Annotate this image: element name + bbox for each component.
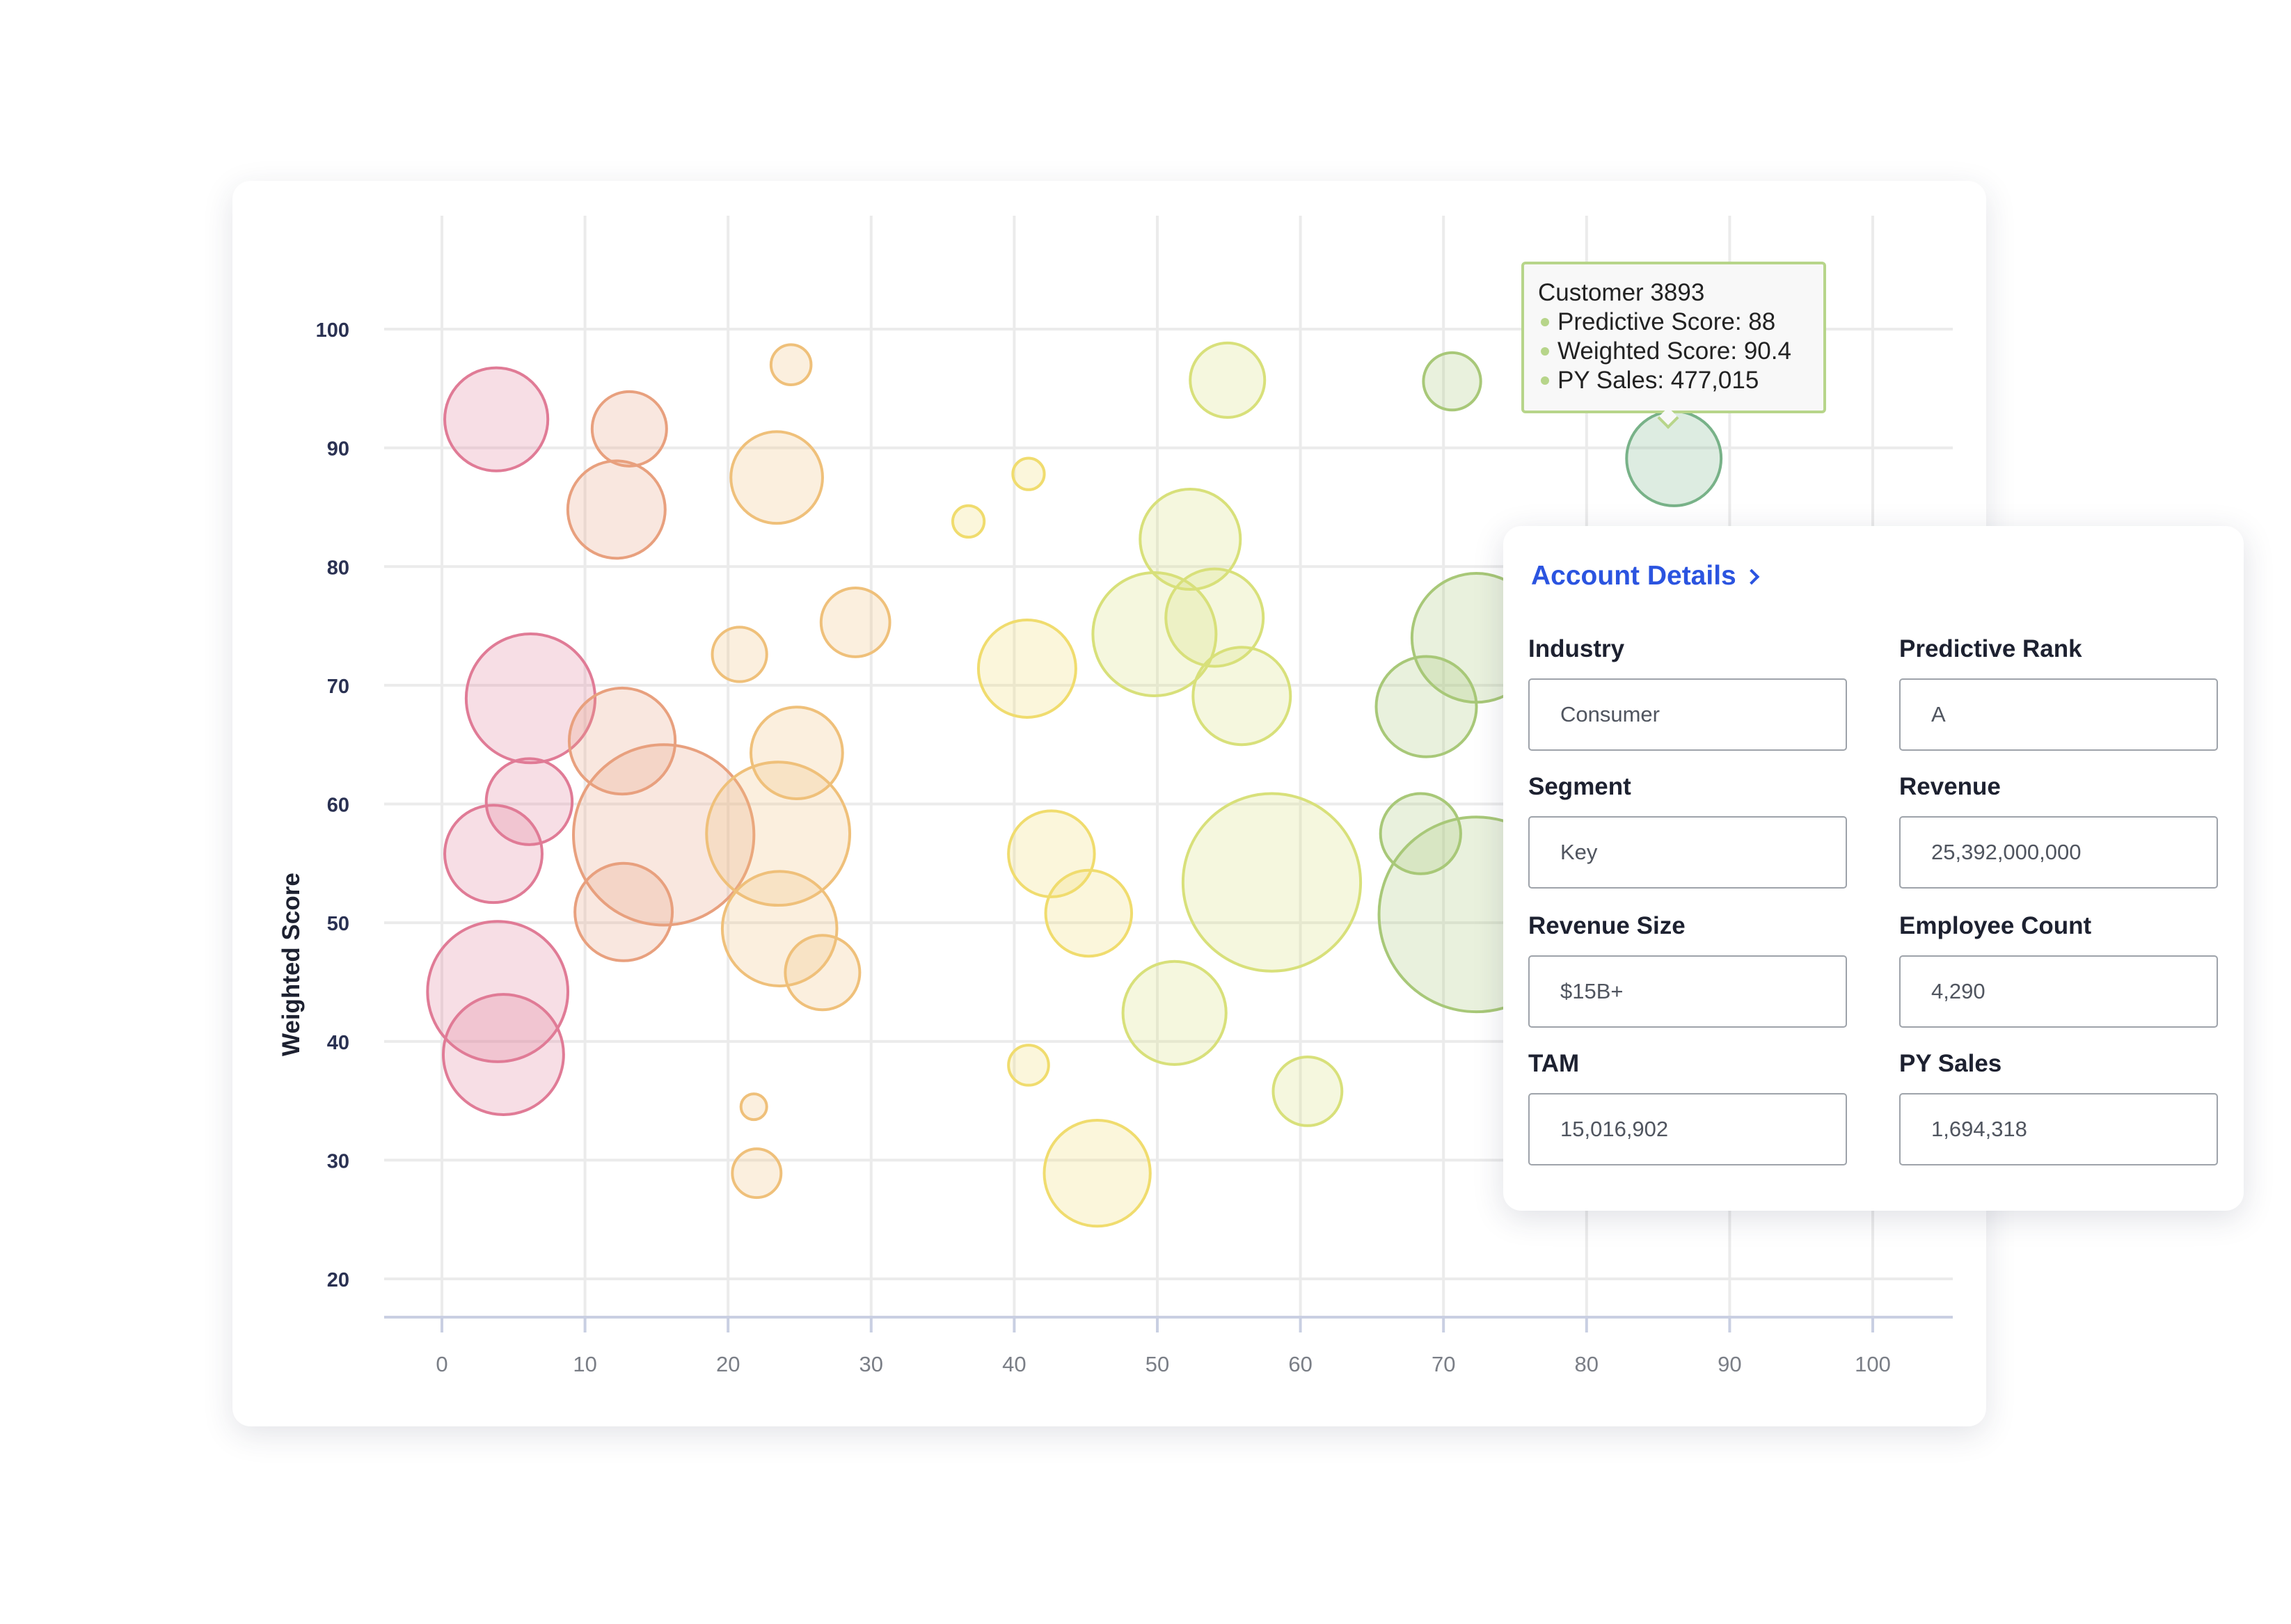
tooltip-title: Customer 3893 — [1538, 279, 1705, 306]
tam-field[interactable] — [1528, 1093, 1847, 1165]
bubble-point — [573, 861, 674, 962]
bubble-point — [1007, 809, 1096, 898]
industry-field[interactable] — [1528, 678, 1847, 751]
bullet-dot-icon — [1541, 318, 1549, 326]
bubble-point — [443, 366, 550, 472]
bullet-dot-icon — [1541, 376, 1549, 385]
bubble-point — [1091, 571, 1218, 698]
tooltip-row-predictive-score: Predictive Score: 88 — [1538, 308, 1823, 337]
x-tick-label: 40 — [1002, 1352, 1026, 1376]
bubble-point — [819, 587, 891, 658]
revenue-label: Revenue — [1899, 773, 2001, 800]
bubble-point — [729, 430, 824, 525]
bubble-point — [1422, 351, 1482, 412]
tooltip-py-sales: PY Sales: 477,015 — [1557, 367, 1759, 394]
y-tick-label: 30 — [327, 1150, 349, 1172]
segment-field-group: Segment — [1528, 773, 1847, 889]
tooltip-row-weighted-score: Weighted Score: 90.4 — [1538, 337, 1823, 366]
x-tick-label: 90 — [1718, 1352, 1741, 1376]
x-tick-label: 80 — [1575, 1352, 1599, 1376]
bubble-point — [731, 1147, 783, 1200]
chevron-right-icon — [1743, 568, 1760, 585]
employee-count-field-group: Employee Count — [1899, 912, 2218, 1028]
bubble-chart: 0 10 20 30 40 50 60 70 80 90 100 20 30 40 50 60 70 80 90 10… — [278, 216, 1953, 1376]
bubble-point — [567, 686, 677, 796]
py-sales-field-group: PY Sales — [1899, 1050, 2218, 1165]
bubble-point — [441, 993, 565, 1116]
bubble-point — [976, 619, 1077, 719]
bubble-point — [464, 632, 597, 765]
y-tick-label: 40 — [327, 1032, 349, 1054]
x-tick-label: 100 — [1855, 1352, 1891, 1376]
y-tick-label: 90 — [327, 438, 349, 461]
x-tick-label: 60 — [1288, 1352, 1312, 1376]
employee-count-label: Employee Count — [1899, 912, 2092, 939]
panel-title: Account Details — [1531, 561, 1736, 591]
y-tick-label: 80 — [327, 557, 349, 579]
y-tick-label: 60 — [327, 795, 349, 817]
bubble-point — [784, 934, 862, 1012]
industry-label: Industry — [1528, 635, 1625, 662]
bubble-point — [1271, 1056, 1344, 1127]
x-tick-label: 20 — [716, 1352, 740, 1376]
bubble-point — [1007, 1044, 1050, 1087]
bubble-point — [566, 459, 667, 560]
bubble-point — [769, 343, 813, 386]
tam-label: TAM — [1528, 1050, 1580, 1077]
y-axis-title: Weighted Score — [278, 873, 305, 1056]
bubble-point — [1181, 792, 1363, 973]
bubble-point — [1011, 456, 1046, 491]
bubble-point — [443, 804, 544, 905]
revenue-size-field-group: Revenue Size — [1528, 912, 1847, 1028]
bubble-point — [1043, 1118, 1152, 1228]
predictive-rank-field[interactable] — [1899, 678, 2218, 751]
segment-field[interactable] — [1528, 816, 1847, 889]
employee-count-field[interactable] — [1899, 955, 2218, 1028]
y-tick-label: 50 — [327, 913, 349, 935]
revenue-field[interactable] — [1899, 816, 2218, 889]
bubble-point — [711, 626, 768, 683]
bubble-point — [1191, 646, 1292, 747]
tooltip-row-py-sales: PY Sales: 477,015 — [1538, 366, 1823, 395]
customer-tooltip: Customer 3893 Predictive Score: 88 Weigh… — [1521, 262, 1826, 413]
tooltip-predictive-score: Predictive Score: 88 — [1557, 308, 1776, 335]
x-tick-label: 70 — [1432, 1352, 1455, 1376]
segment-label: Segment — [1528, 773, 1631, 800]
revenue-field-group: Revenue — [1899, 773, 2218, 889]
bubble-point — [1625, 410, 1723, 507]
bubble-point — [590, 390, 668, 468]
bubble-point — [720, 870, 839, 987]
py-sales-label: PY Sales — [1899, 1050, 2002, 1077]
bubble-point — [1189, 341, 1267, 419]
bubble-point — [1374, 655, 1478, 758]
x-tick-label: 10 — [573, 1352, 596, 1376]
bubble-point — [951, 504, 986, 539]
x-tick-label: 0 — [436, 1352, 447, 1376]
bubble-point — [484, 757, 574, 846]
x-tick-label: 30 — [859, 1352, 883, 1376]
bubble-point — [705, 761, 852, 907]
bubble-point — [1139, 487, 1242, 591]
predictive-rank-label: Predictive Rank — [1899, 635, 2082, 662]
bubble-point — [1164, 567, 1265, 668]
tooltip-weighted-score: Weighted Score: 90.4 — [1557, 337, 1791, 365]
account-details-link[interactable]: Account Details — [1531, 561, 1760, 591]
bubble-point — [572, 743, 756, 927]
industry-field-group: Industry — [1528, 635, 1847, 751]
y-tick-label: 100 — [316, 319, 349, 342]
bubble-point — [739, 1092, 768, 1122]
bubble-point — [1121, 960, 1228, 1066]
predictive-rank-field-group: Predictive Rank — [1899, 635, 2218, 751]
bullet-dot-icon — [1541, 347, 1549, 356]
revenue-size-label: Revenue Size — [1528, 912, 1686, 939]
tam-field-group: TAM — [1528, 1050, 1847, 1165]
bubble-point — [1044, 868, 1134, 958]
y-tick-label: 20 — [327, 1269, 349, 1291]
revenue-size-field[interactable] — [1528, 955, 1847, 1028]
y-tick-label: 70 — [327, 676, 349, 698]
x-tick-label: 50 — [1146, 1352, 1169, 1376]
account-details-panel: Account Details Industry Predictive Rank… — [1503, 526, 2244, 1211]
bubble-point — [426, 920, 570, 1063]
py-sales-field[interactable] — [1899, 1093, 2218, 1165]
